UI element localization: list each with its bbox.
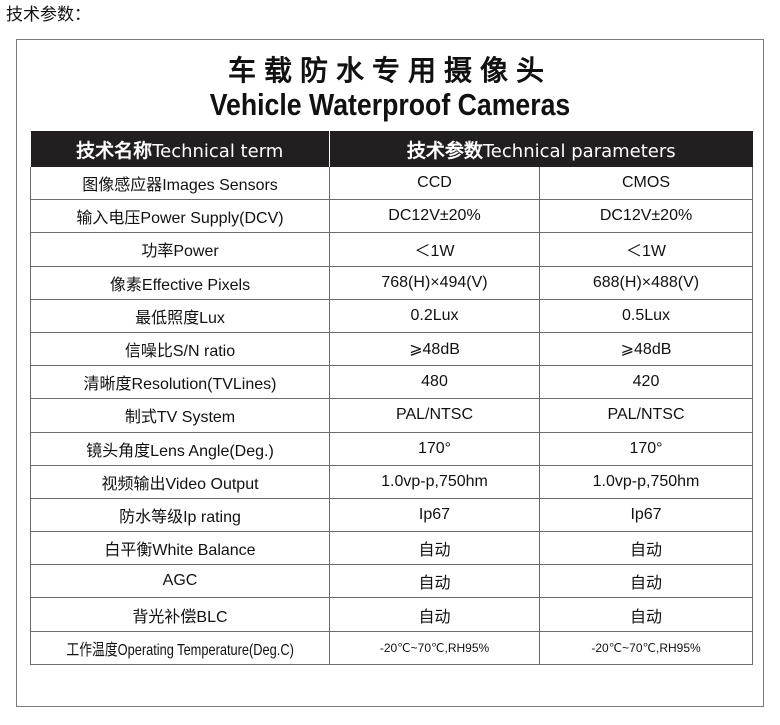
row-term: 背光补偿BLC: [30, 597, 330, 632]
table-header-row: 技术名称Technical term 技术参数Technical paramet…: [30, 131, 753, 167]
ccd-value: CCD: [329, 167, 540, 201]
table-row: 功率Power ＜1W ＜1W: [30, 232, 754, 267]
table-row: 制式TV System PAL/NTSC PAL/NTSC: [30, 398, 754, 433]
table-row: 最低照度Lux 0.2Lux 0.5Lux: [30, 298, 754, 333]
cmos-value: CMOS: [538, 167, 754, 201]
row-term: 最低照度Lux: [30, 298, 330, 333]
ccd-value: Ip67: [329, 497, 540, 533]
ccd-value: 自动: [329, 564, 540, 599]
table-row: 视频输出Video Output 1.0vp-p,750hm 1.0vp-p,7…: [30, 464, 754, 499]
row-term: 视频输出Video Output: [30, 464, 330, 499]
table-row: 白平衡White Balance 自动 自动: [30, 531, 754, 566]
row-term: 制式TV System: [30, 398, 330, 433]
cmos-value: 170°: [538, 431, 754, 466]
row-term: 像素Effective Pixels: [30, 265, 330, 300]
ccd-value: 768(H)×494(V): [329, 265, 540, 300]
table-row: 镜头角度Lens Angle(Deg.) 170° 170°: [30, 431, 754, 466]
cmos-value: Ip67: [538, 497, 754, 533]
header-technical-parameters: 技术参数Technical parameters: [328, 131, 753, 167]
header-term-cn: 技术名称: [76, 139, 153, 162]
header-term-en: Technical term: [152, 140, 284, 162]
ccd-value: ⩾48dB: [329, 331, 540, 367]
table-row: 信噪比S/N ratio ⩾48dB ⩾48dB: [30, 331, 754, 367]
row-term: 镜头角度Lens Angle(Deg.): [30, 431, 330, 466]
table-row: 像素Effective Pixels 768(H)×494(V) 688(H)×…: [30, 265, 754, 300]
row-term: 功率Power: [30, 232, 330, 267]
row-term: 工作温度Operating Temperature(Deg.C): [30, 630, 330, 665]
row-term: 输入电压Power Supply(DCV): [30, 199, 330, 234]
table-row: 工作温度Operating Temperature(Deg.C) -20℃~70…: [30, 630, 754, 665]
cmos-value: 420: [538, 365, 754, 400]
row-term: 防水等级Ip rating: [30, 497, 330, 533]
row-term: 信噪比S/N ratio: [30, 331, 330, 367]
ccd-value: -20℃~70℃,RH95%: [329, 630, 540, 665]
ccd-value: 170°: [329, 431, 540, 466]
cmos-value: ⩾48dB: [538, 331, 754, 367]
cmos-value: -20℃~70℃,RH95%: [538, 630, 754, 665]
table-row: 清晰度Resolution(TVLines) 480 420: [30, 365, 754, 400]
ccd-value: ＜1W: [329, 232, 540, 267]
row-term: 白平衡White Balance: [30, 531, 330, 566]
header-params-cn: 技术参数: [406, 139, 483, 162]
row-term: 清晰度Resolution(TVLines): [30, 365, 330, 400]
cmos-value: PAL/NTSC: [538, 398, 754, 433]
ccd-value: 1.0vp-p,750hm: [329, 464, 540, 499]
cmos-value: 自动: [538, 564, 754, 599]
table-row: 图像感应器Images Sensors CCD CMOS: [30, 167, 754, 201]
ccd-value: 自动: [329, 597, 540, 632]
cmos-value: 1.0vp-p,750hm: [538, 464, 754, 499]
cmos-value: 自动: [538, 531, 754, 566]
ccd-value: PAL/NTSC: [329, 398, 540, 433]
table-row: 输入电压Power Supply(DCV) DC12V±20% DC12V±20…: [30, 199, 754, 234]
title-chinese: 车载防水专用摄像头: [227, 54, 552, 87]
cmos-value: ＜1W: [538, 232, 754, 267]
table-row: 防水等级Ip rating Ip67 Ip67: [30, 497, 754, 533]
table-row: 背光补偿BLC 自动 自动: [30, 597, 754, 632]
cmos-value: 0.5Lux: [538, 298, 754, 333]
title-english: Vehicle Waterproof Cameras: [209, 87, 571, 122]
section-label: 技术参数：: [6, 5, 91, 25]
ccd-value: 0.2Lux: [329, 298, 540, 333]
row-term: 图像感应器Images Sensors: [30, 167, 330, 201]
header-technical-term: 技术名称Technical term: [30, 131, 330, 167]
cmos-value: 自动: [538, 597, 754, 632]
row-term: AGC: [30, 564, 330, 599]
ccd-value: 480: [329, 365, 540, 400]
ccd-value: 自动: [329, 531, 540, 566]
cmos-value: 688(H)×488(V): [538, 265, 754, 300]
header-params-en: Technical parameters: [482, 140, 676, 162]
spec-table: 技术名称Technical term 技术参数Technical paramet…: [30, 131, 754, 665]
spec-sheet-frame: [16, 39, 764, 707]
cmos-value: DC12V±20%: [538, 199, 754, 234]
table-row: AGC 自动 自动: [30, 564, 754, 599]
ccd-value: DC12V±20%: [329, 199, 540, 234]
row-term-text: 工作温度Operating Temperature(Deg.C): [66, 641, 294, 659]
